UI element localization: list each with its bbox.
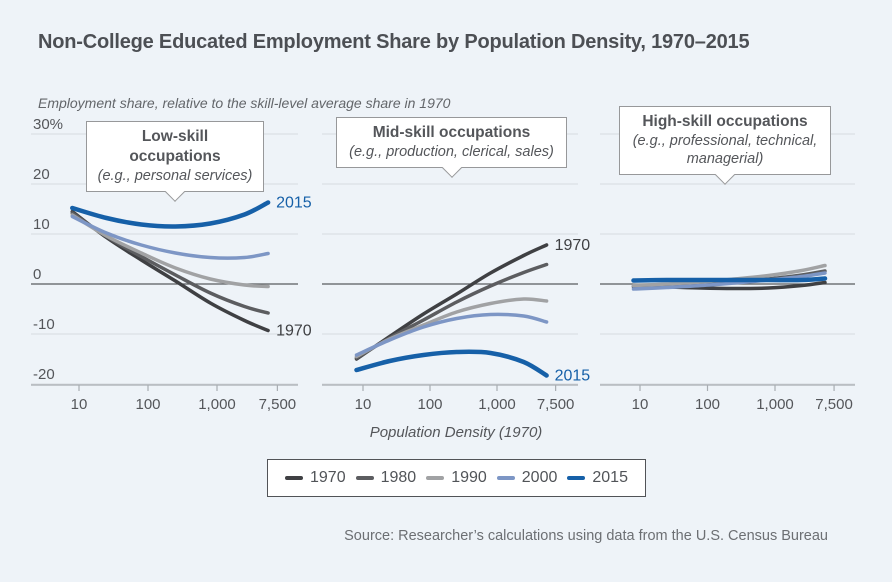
callout-mid-skill-title: Mid-skill occupations bbox=[372, 124, 531, 141]
x-tick-label: 10 bbox=[632, 396, 649, 413]
legend-item: 1990 bbox=[426, 469, 487, 487]
callout-mid-skill: Mid-skill occupations (e.g., production,… bbox=[336, 117, 567, 179]
series-line-2015 bbox=[354, 349, 549, 378]
x-tick-label: 100 bbox=[695, 396, 720, 413]
x-tick-label: 7,500 bbox=[537, 396, 575, 413]
legend-label: 1990 bbox=[451, 469, 487, 486]
y-tick-label: 20 bbox=[33, 166, 50, 183]
x-tick-label: 1,000 bbox=[756, 396, 794, 413]
series-line-2015 bbox=[631, 276, 828, 283]
x-tick-label: 100 bbox=[417, 396, 442, 413]
legend-item: 2000 bbox=[496, 469, 558, 487]
legend: 1970 1980 1990 2000 2015 bbox=[267, 459, 646, 497]
x-tick-label: 100 bbox=[135, 396, 160, 413]
chart-title: Non-College Educated Employment Share by… bbox=[38, 31, 750, 53]
legend-label: 1980 bbox=[380, 469, 417, 486]
legend-label: 2015 bbox=[592, 469, 628, 486]
x-tick-label: 7,500 bbox=[815, 396, 853, 413]
x-tick-label: 1,000 bbox=[478, 396, 516, 413]
series-line-1990 bbox=[354, 297, 549, 359]
series-line-2000 bbox=[70, 214, 270, 260]
y-tick-label: 30% bbox=[33, 116, 63, 133]
x-tick-label: 10 bbox=[71, 396, 88, 413]
legend-swatch bbox=[496, 475, 515, 481]
series-line-2000 bbox=[354, 312, 549, 357]
y-tick-label: 10 bbox=[33, 216, 50, 233]
legend-swatch bbox=[426, 475, 445, 481]
legend-item: 2015 bbox=[567, 469, 628, 487]
legend-swatch bbox=[285, 475, 303, 481]
series-end-label: 2015 bbox=[276, 195, 312, 212]
x-tick-label: 10 bbox=[355, 396, 372, 413]
legend-item: 1970 bbox=[285, 469, 346, 487]
y-tick-label: -20 bbox=[33, 366, 55, 383]
callout-high-skill: High-skill occupations (e.g., profession… bbox=[619, 106, 831, 186]
callout-high-skill-title: High-skill occupations bbox=[642, 113, 808, 130]
callout-low-skill-title: Low-skill occupations bbox=[129, 128, 221, 166]
callout-low-skill: Low-skill occupations (e.g., personal se… bbox=[86, 121, 264, 203]
chart-subtitle: Employment share, relative to the skill-… bbox=[38, 95, 451, 111]
callout-low-skill-subtitle: (e.g., personal services) bbox=[97, 168, 253, 185]
callout-mid-skill-subtitle: (e.g., production, clerical, sales) bbox=[349, 144, 554, 161]
y-tick-label: 0 bbox=[33, 266, 41, 283]
series-line-1990 bbox=[70, 213, 270, 289]
series-end-label: 1970 bbox=[276, 323, 312, 340]
series-line-2015 bbox=[70, 200, 271, 229]
source-note: Source: Researcher’s calculations using … bbox=[344, 528, 828, 544]
series-end-label: 2015 bbox=[555, 368, 591, 385]
x-tick-label: 1,000 bbox=[198, 396, 236, 413]
callout-high-skill-subtitle: (e.g., professional, technical, manageri… bbox=[632, 133, 818, 168]
series-end-label: 1970 bbox=[555, 237, 591, 254]
legend-label: 2000 bbox=[521, 469, 558, 486]
legend-item: 1980 bbox=[355, 469, 417, 487]
x-axis-label: Population Density (1970) bbox=[369, 424, 543, 441]
series-line-2000 bbox=[631, 271, 827, 291]
legend-swatch bbox=[567, 475, 586, 481]
legend-label: 1970 bbox=[310, 469, 346, 486]
series-line-1980 bbox=[354, 262, 549, 360]
x-tick-label: 7,500 bbox=[259, 396, 297, 413]
y-tick-label: -10 bbox=[33, 316, 55, 333]
legend-swatch bbox=[355, 475, 374, 481]
